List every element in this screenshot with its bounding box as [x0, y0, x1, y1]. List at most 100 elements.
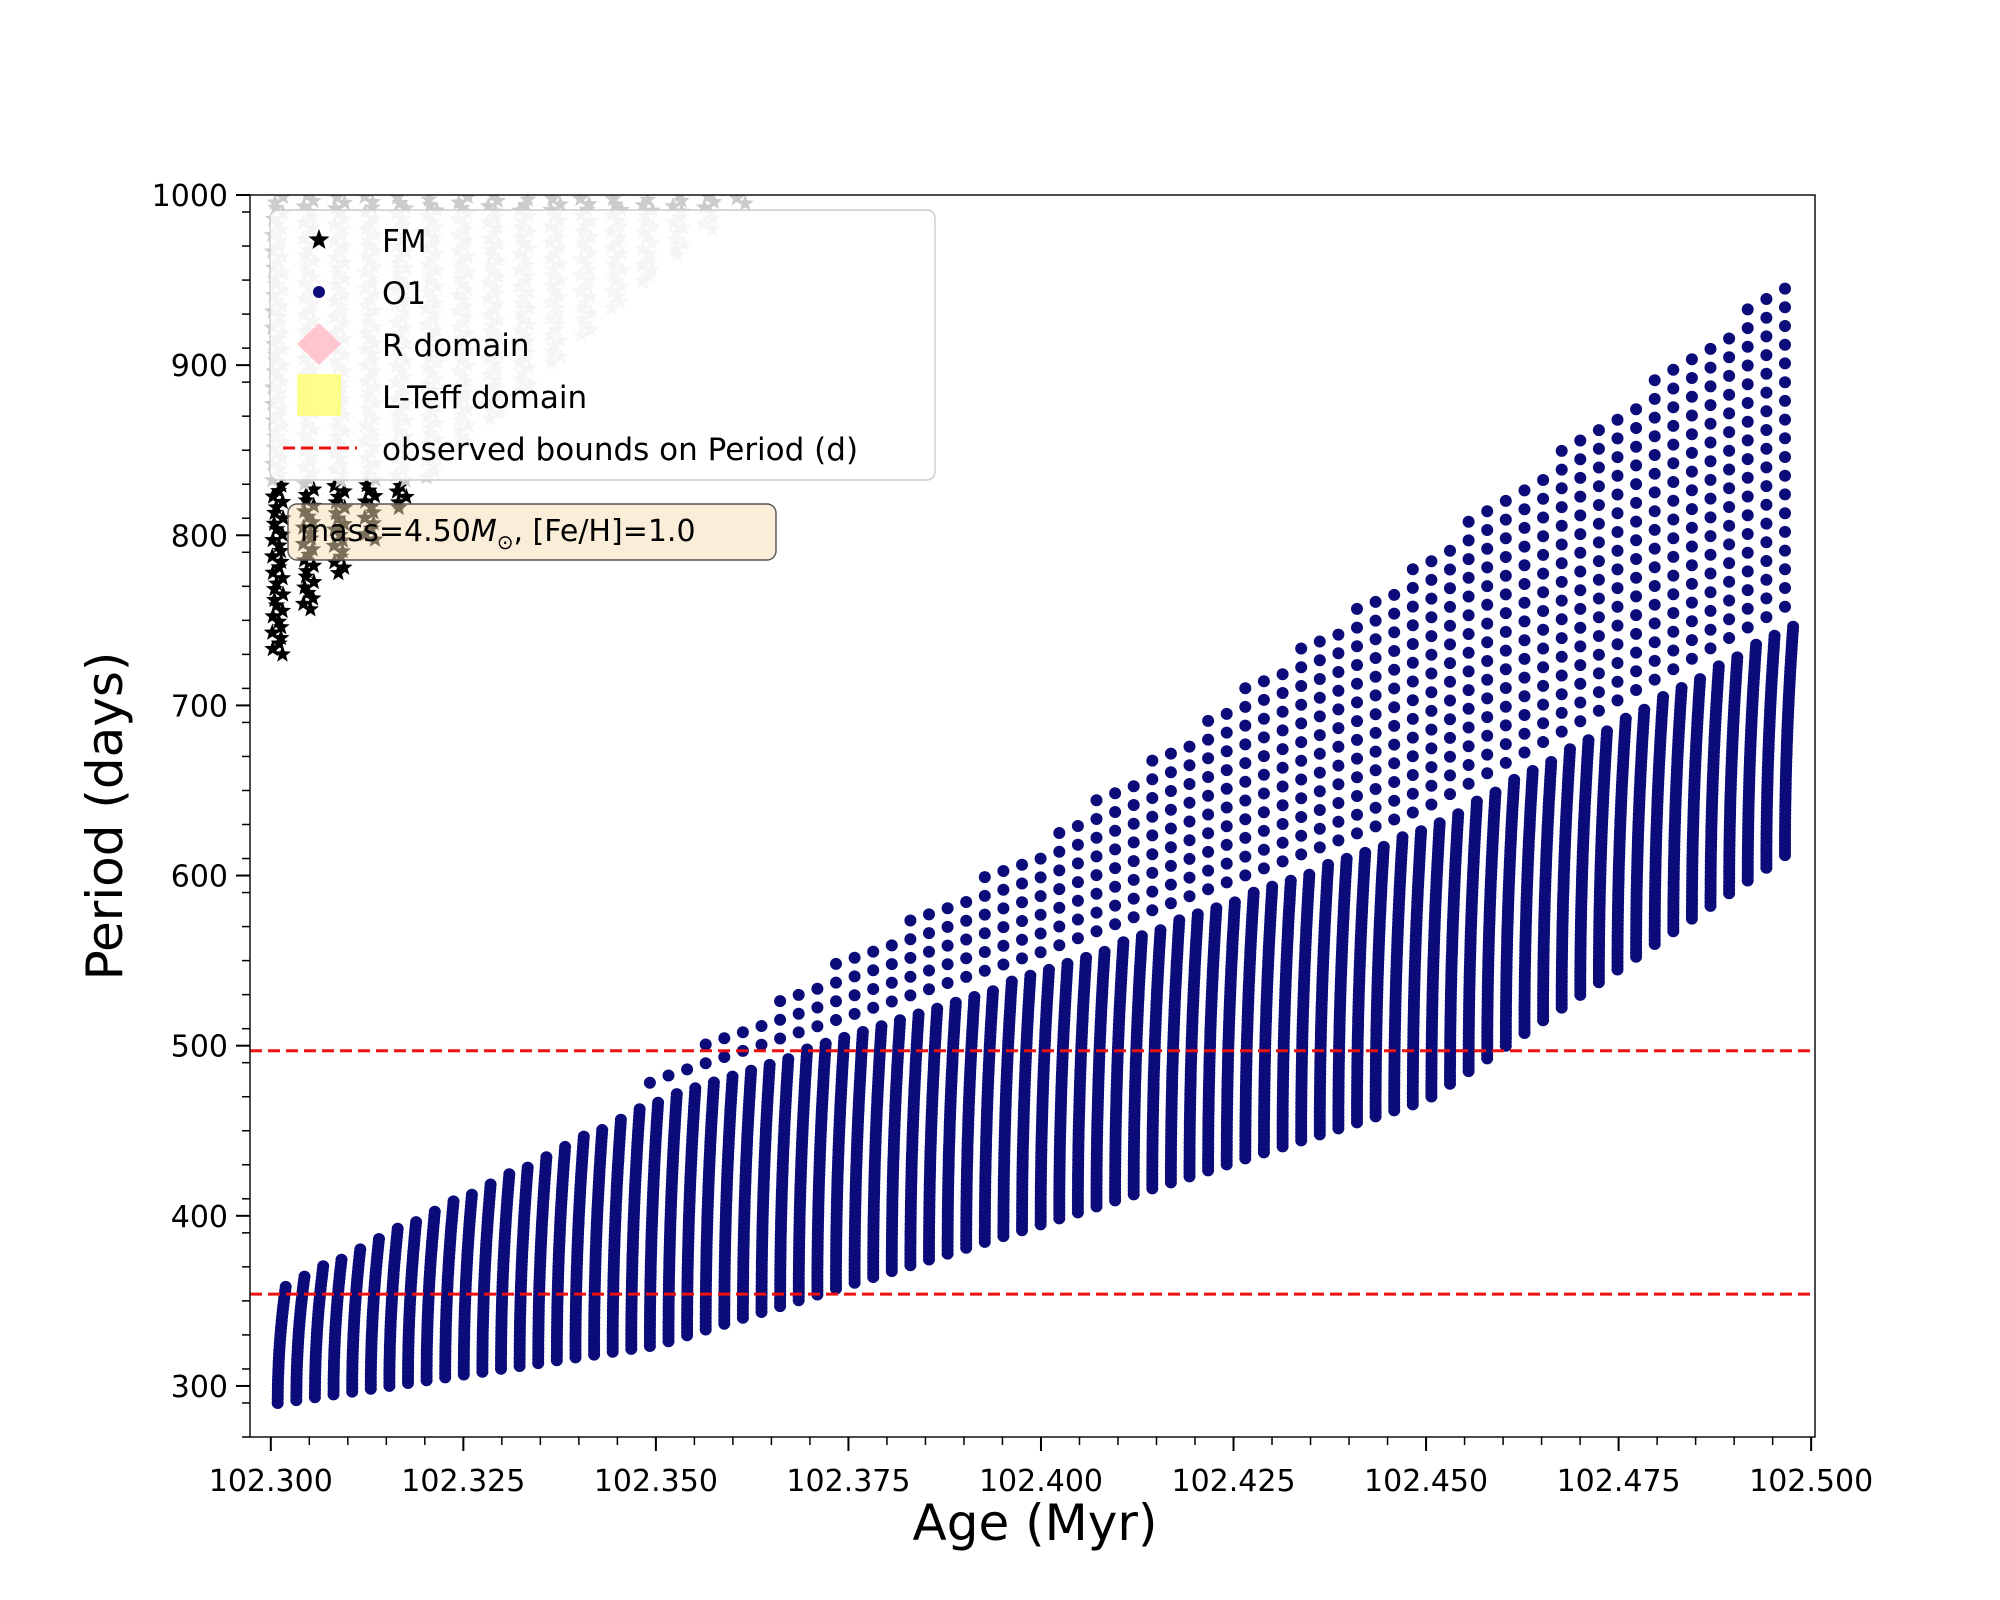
o1-point	[1071, 857, 1084, 870]
o1-point	[904, 933, 917, 946]
o1-point	[1210, 902, 1223, 915]
o1-point	[1109, 899, 1122, 912]
o1-point-column	[308, 1260, 330, 1404]
o1-point-column	[439, 1195, 460, 1384]
fm-star-point	[264, 607, 282, 624]
o1-point	[1053, 827, 1066, 839]
o1-point	[1388, 701, 1401, 714]
fm-star-point	[479, 197, 497, 214]
o1-point	[614, 1113, 627, 1126]
o1-point	[1109, 862, 1122, 875]
fm-star-point	[363, 198, 381, 215]
o1-point	[1295, 717, 1308, 730]
o1-point	[1034, 871, 1047, 884]
o1-point	[819, 1037, 832, 1050]
o1-point	[1359, 846, 1372, 859]
fm-star-point	[542, 200, 560, 218]
fm-star-point	[695, 198, 713, 215]
o1-point	[1239, 869, 1252, 882]
o1-point	[1406, 694, 1419, 707]
o1-point	[830, 957, 842, 970]
o1-point	[1388, 626, 1401, 639]
fm-star-point	[272, 476, 290, 493]
o1-point	[1164, 822, 1177, 835]
o1-point	[1295, 792, 1308, 805]
o1-point	[559, 1140, 572, 1153]
fm-star-point	[264, 563, 282, 580]
o1-point	[1127, 911, 1140, 924]
o1-point	[1127, 855, 1140, 868]
fm-star-point	[397, 199, 415, 216]
fm-star-point	[366, 487, 384, 504]
o1-point	[1332, 834, 1345, 847]
fm-star-point	[736, 195, 754, 211]
o1-point	[1183, 834, 1196, 847]
o1-point	[1425, 667, 1438, 680]
fm-star-point	[267, 498, 285, 515]
o1-point	[894, 1014, 906, 1027]
o1-point	[1220, 801, 1233, 814]
o1-point	[1433, 817, 1446, 830]
fm-star-point	[674, 195, 685, 203]
o1-point	[1071, 820, 1084, 832]
o1-point	[1295, 829, 1308, 842]
o1-point	[1228, 896, 1241, 909]
o1-point	[1257, 675, 1270, 688]
o1-point	[1127, 780, 1140, 793]
o1-point	[978, 927, 991, 940]
o1-point	[1127, 892, 1140, 905]
fm-star-point	[273, 525, 291, 542]
o1-point	[1276, 818, 1289, 830]
o1-point	[792, 988, 805, 1001]
o1-point	[1257, 806, 1270, 819]
fm-star-point	[301, 600, 319, 617]
o1-point	[1247, 886, 1260, 899]
o1-point	[1090, 869, 1103, 882]
o1-point	[503, 1168, 516, 1181]
o1-point	[875, 1020, 888, 1033]
o1-point	[1146, 848, 1159, 861]
o1-point	[1295, 811, 1308, 823]
fm-star-point	[304, 589, 322, 606]
o1-point-column	[346, 1243, 367, 1398]
o1-point	[941, 977, 954, 989]
o1-point	[689, 1082, 702, 1095]
fm-star-point	[274, 585, 292, 602]
fm-star-point	[266, 195, 284, 210]
o1-point	[1053, 883, 1066, 896]
o1-point	[1425, 723, 1438, 736]
o1-point	[1090, 906, 1103, 919]
o1-point	[1164, 878, 1177, 891]
o1-point	[1183, 890, 1196, 903]
o1-point	[997, 958, 1010, 971]
fm-star-point	[329, 195, 346, 205]
o1-point	[662, 1069, 675, 1082]
o1-point	[736, 1026, 749, 1039]
o1-point	[1090, 850, 1103, 863]
o1-point	[923, 964, 935, 977]
o1-point	[1146, 885, 1159, 898]
fm-star-point	[543, 195, 561, 207]
o1-point	[978, 889, 991, 902]
o1-point	[960, 933, 973, 946]
o1-point	[1406, 731, 1419, 744]
o1-point	[1332, 778, 1345, 791]
fm-star-point	[335, 482, 353, 499]
o1-point	[1257, 731, 1270, 744]
o1-point	[811, 1020, 824, 1033]
o1-point	[1332, 797, 1345, 809]
o1-point	[1202, 733, 1215, 746]
o1-point	[885, 958, 898, 971]
o1-point	[1332, 815, 1345, 828]
o1-point	[1332, 647, 1345, 660]
o1-point	[1369, 689, 1382, 702]
o1-point	[774, 1013, 787, 1026]
o1-point	[1146, 792, 1159, 804]
o1-point	[997, 883, 1010, 896]
o1-point	[1425, 686, 1438, 699]
o1-point	[949, 996, 962, 1009]
o1-point	[1220, 857, 1233, 870]
o1-point	[1053, 901, 1066, 914]
o1-point	[1034, 890, 1047, 903]
o1-point	[1295, 754, 1308, 767]
